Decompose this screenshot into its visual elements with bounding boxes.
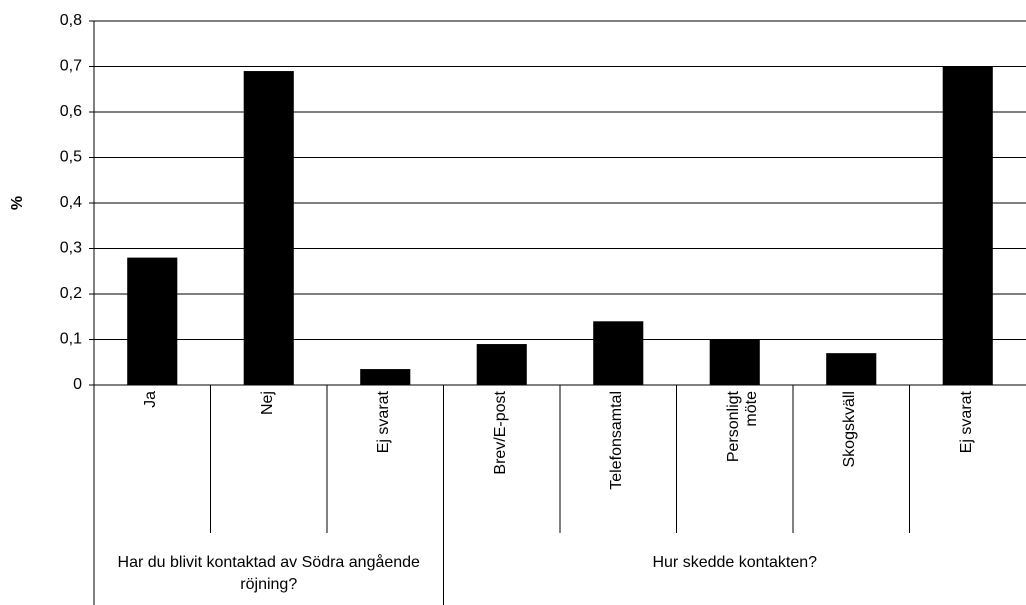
x-tick-label: Brev/E-post [491,391,509,475]
y-tick-label: 0,1 [60,331,82,348]
x-tick-label: Ej svarat [957,391,975,454]
group-label: Har du blivit kontaktad av Södra angåend… [117,554,420,593]
x-tick-label: Ja [142,391,160,408]
x-tick-label: Ej svarat [375,391,393,454]
x-tick-label: Nej [258,391,276,416]
bar [243,71,294,386]
y-tick-label: 0,3 [60,240,82,257]
bar [360,369,411,385]
y-axis-label: % [9,196,26,210]
bar [709,339,760,385]
y-tick-label: 0,6 [60,103,82,120]
x-tick-label: Personligt möte [724,391,760,463]
y-tick-label: 0,5 [60,149,82,166]
x-tick-label: Skogskväll [841,391,859,468]
bar [942,66,993,385]
bar [127,257,178,385]
y-tick-label: 0,4 [60,194,82,211]
x-tick-label: Telefonsamtal [608,391,626,490]
group-label: Hur skedde kontakten? [652,554,818,571]
bar [593,321,644,385]
y-tick-label: 0 [73,376,82,393]
bar [826,353,877,385]
y-tick-label: 0,8 [60,12,82,29]
bar [476,344,527,385]
y-tick-label: 0,2 [60,285,82,302]
y-tick-label: 0,7 [60,58,82,75]
